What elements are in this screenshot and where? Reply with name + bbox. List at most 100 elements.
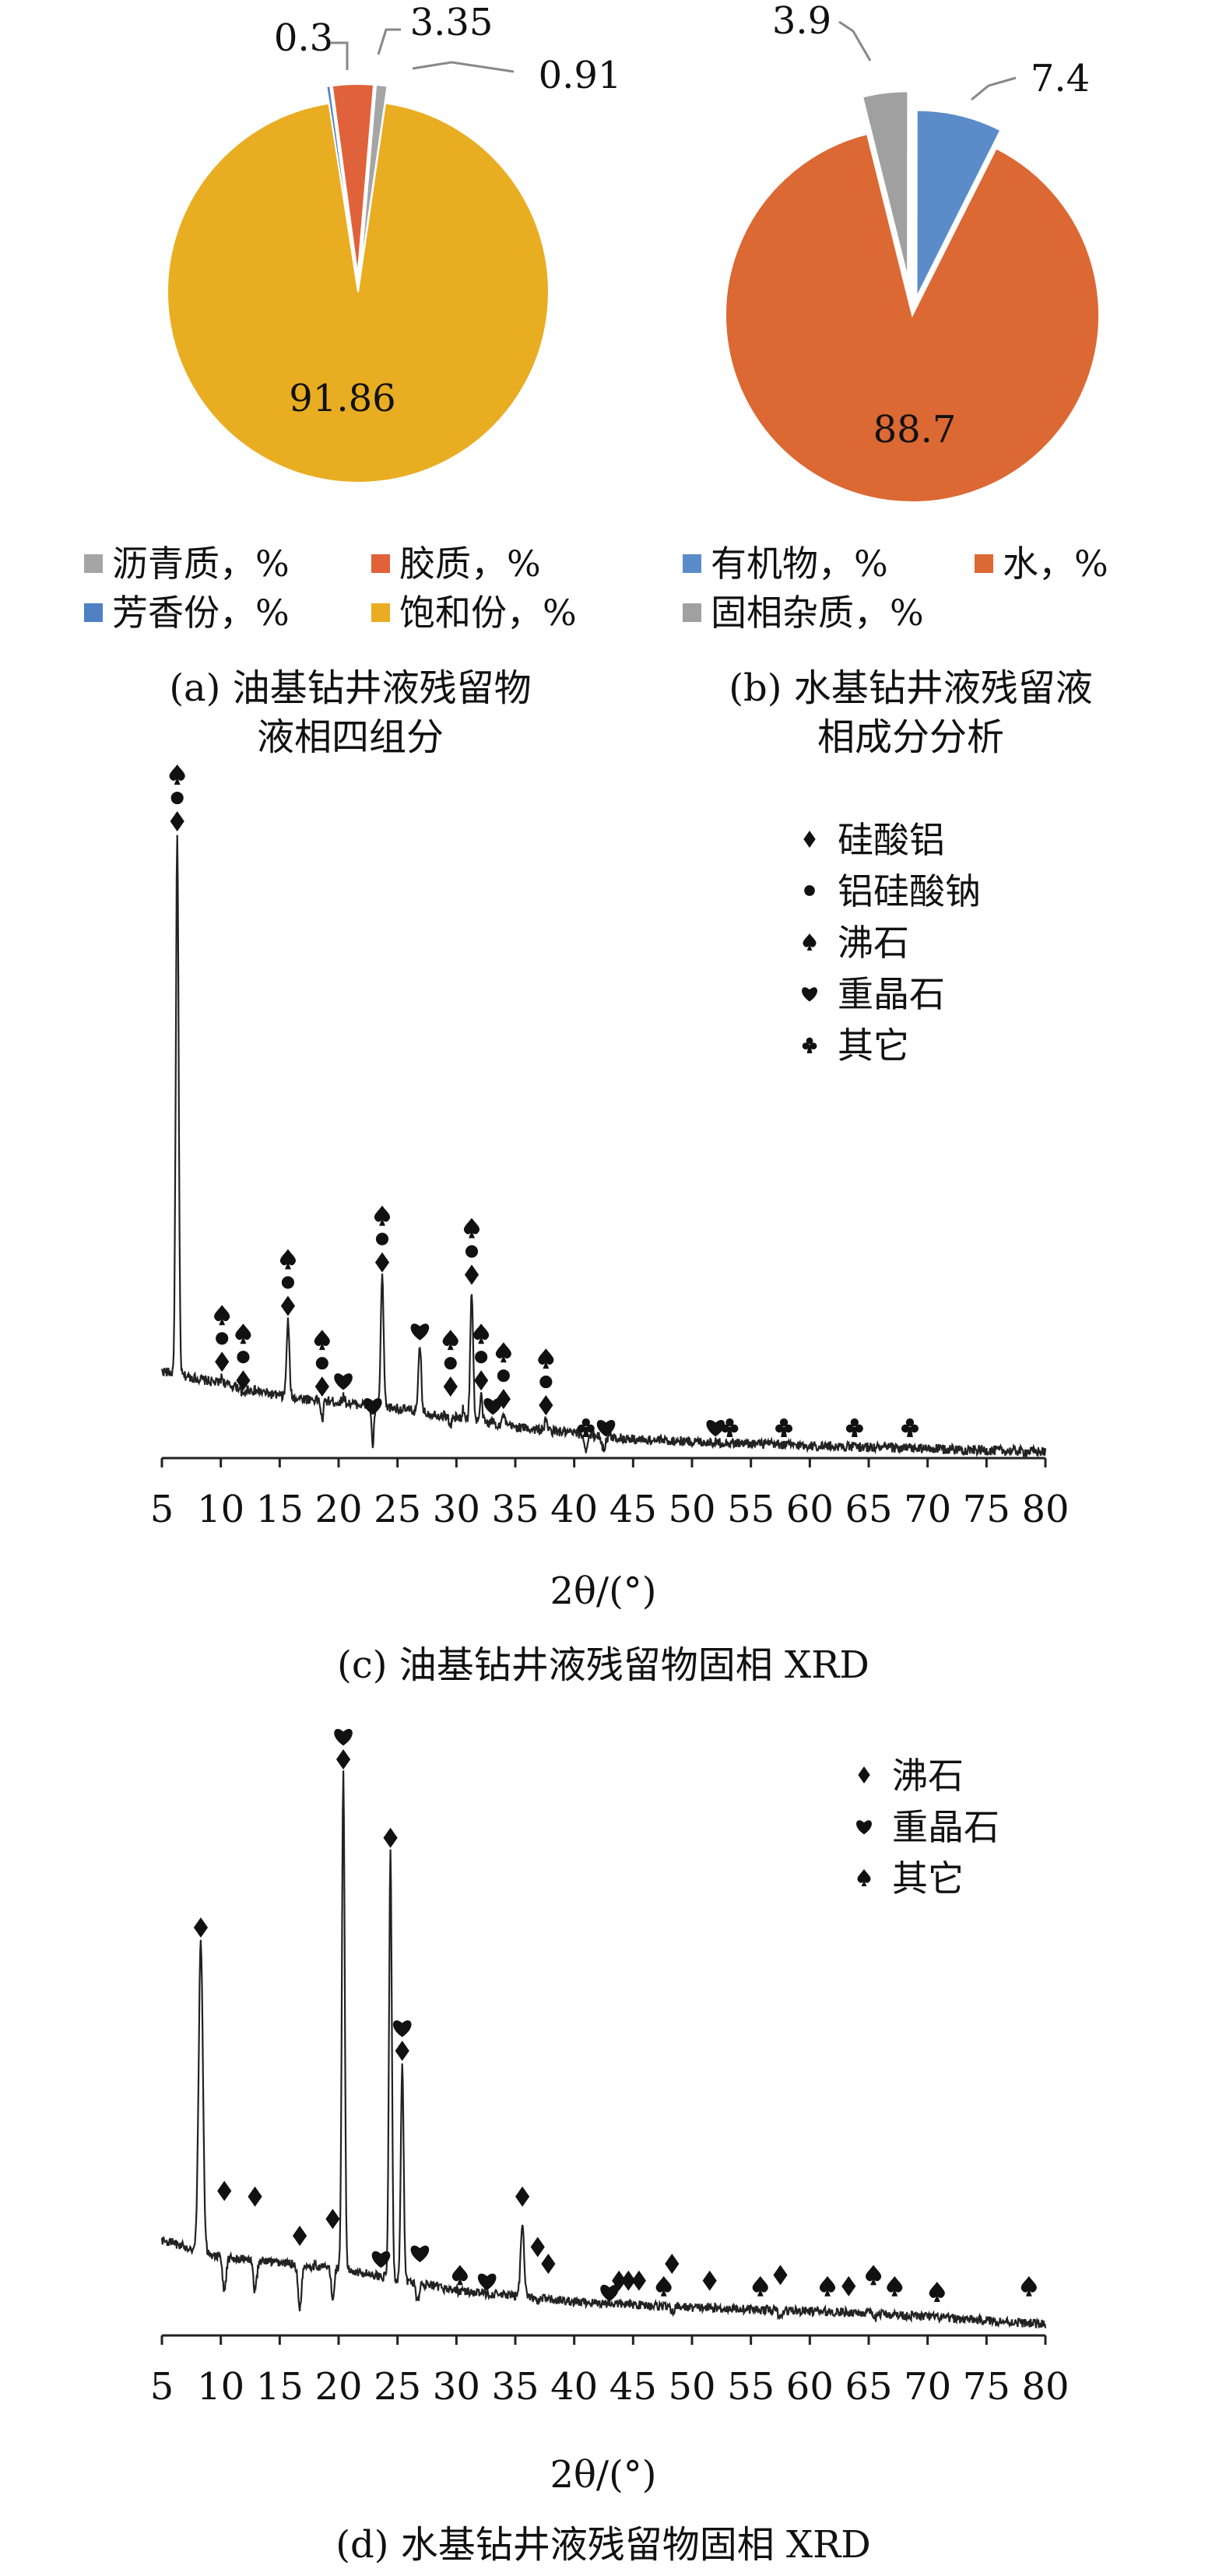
pie-leader-line [971, 76, 1017, 101]
club-marker [577, 1418, 595, 1438]
x-tick-label: 15 [256, 2365, 304, 2409]
club-marker-stem [726, 1427, 733, 1438]
club-marker-stem [907, 1427, 913, 1438]
pie-b-label-water: 88.7 [873, 408, 957, 452]
pie-leader-line [412, 61, 515, 73]
x-tick-label: 10 [197, 2365, 244, 2409]
xrd-c-pattern-line [160, 835, 1047, 1460]
caption-c: (c) 油基钻井液残留物固相 XRD [337, 1643, 869, 1687]
spade-marker [169, 764, 185, 785]
diamond-marker [374, 1252, 390, 1273]
xrd-chart-c: 5 10 15 20 25 30 35 40 45 50 55 60 65 70 75 80 硅酸铝铝硅酸钠沸… [150, 764, 1070, 1687]
x-tick-label: 60 [786, 2365, 834, 2409]
pie-a-label-asphaltene: 0.91 [539, 54, 622, 97]
pie-chart-a: 91.86 0.3 3.35 0.91 沥青质，% 胶质，% 芳香份，% 饱和份… [84, 1, 621, 759]
club-marker-lobe [721, 1424, 729, 1433]
spade-marker [819, 2276, 836, 2297]
x-tick-label: 80 [1021, 2365, 1069, 2409]
club-marker-lobe [775, 1424, 784, 1433]
xrd-c-x-axis: 5 10 15 20 25 30 35 40 45 50 55 60 65 70 75 80 [150, 1457, 1070, 1531]
x-tick-label: 30 [433, 2365, 480, 2409]
club-marker-stem [582, 1427, 589, 1438]
pie-slice-solid_impurity [861, 90, 909, 279]
spade-marker [865, 2265, 882, 2286]
diamond-marker [395, 2040, 409, 2061]
legend-label-spade: 沸石 [838, 922, 909, 964]
circle-marker [539, 1376, 553, 1389]
diamond-marker [515, 2186, 530, 2207]
x-tick-label: 45 [609, 2365, 657, 2409]
diamond-marker [443, 1376, 458, 1397]
legend-label-organic: 有机物，% [711, 543, 888, 585]
legend-label-resin: 胶质，% [399, 543, 541, 585]
legend-swatch-resin [371, 554, 390, 573]
xrd-d-xlabel: 2θ/(°) [550, 2453, 656, 2497]
x-tick-label: 50 [668, 1488, 715, 1531]
legend-swatch-water [975, 554, 993, 573]
x-tick-label: 65 [845, 1488, 892, 1531]
spade-marker [314, 1330, 330, 1351]
diamond-marker [335, 1749, 351, 1769]
circle-marker [170, 791, 184, 805]
diamond-marker [236, 1370, 251, 1391]
spade-marker [442, 1330, 458, 1351]
club-marker-lobe [784, 1424, 793, 1433]
diamond-marker [280, 1295, 296, 1316]
diamond-marker [539, 1395, 553, 1416]
circle-marker [237, 1351, 250, 1364]
diamond-marker [217, 2181, 232, 2202]
x-tick-label: 60 [786, 1488, 834, 1531]
spade-marker [655, 2276, 672, 2297]
caption-a-line2: 液相四组分 [257, 715, 444, 759]
x-tick-label: 10 [197, 1488, 244, 1531]
x-tick-label: 5 [150, 2365, 174, 2409]
xrd-chart-d: 5 10 15 20 25 30 35 40 45 50 55 60 65 70 75 80 沸石重晶石其它 … [150, 1728, 1070, 2567]
x-tick-label: 5 [150, 1488, 174, 1531]
club-marker-lobe [901, 1424, 910, 1433]
spade-marker [279, 1249, 296, 1270]
xrd-d-x-axis: 5 10 15 20 25 30 35 40 45 50 55 60 65 70 75 80 [150, 2334, 1070, 2409]
club-marker [802, 1037, 817, 1053]
x-tick-label: 80 [1021, 1488, 1069, 1531]
pie-a-label-aromatic: 0.3 [274, 16, 333, 60]
diamond-marker [474, 1370, 489, 1391]
caption-b-line2: 相成分分析 [817, 715, 1004, 759]
caption-d: (d) 水基钻井液残留物固相 XRD [335, 2523, 871, 2567]
diamond-marker [325, 2209, 340, 2230]
circle-marker [475, 1351, 488, 1364]
diamond-marker [215, 1351, 230, 1372]
spade-marker [495, 1342, 511, 1363]
legend-label-aromatic: 芳香份，% [112, 592, 290, 634]
legend-label-diamond: 沸石 [892, 1755, 964, 1797]
xrd-d-pattern-line [160, 1770, 1047, 2329]
x-tick-label: 25 [374, 1488, 421, 1531]
legend-label-circle: 铝硅酸钠 [838, 870, 981, 912]
diamond-marker [803, 831, 816, 848]
pie-a-label-resin: 3.35 [410, 1, 494, 44]
xrd-d-peak-markers [193, 1728, 1037, 2302]
x-tick-label: 65 [845, 2365, 892, 2409]
club-marker-lobe [910, 1424, 919, 1433]
pie-leader-line [331, 41, 349, 70]
legend-label-heart: 重晶石 [892, 1806, 999, 1848]
circle-marker [216, 1332, 229, 1345]
x-tick-label: 50 [668, 2365, 715, 2409]
pie-b-label-solid: 3.9 [772, 0, 831, 43]
pie-slice-resin [331, 83, 375, 276]
pie-slice-saturate [167, 102, 550, 483]
club-marker-lobe [855, 1424, 863, 1433]
diamond-marker [621, 2270, 636, 2291]
club-marker [721, 1418, 739, 1438]
diamond-marker [314, 1376, 329, 1397]
circle-marker [375, 1232, 389, 1246]
club-marker-lobe [850, 1418, 859, 1427]
pie-b-legend: 有机物，% 水，% 固相杂质，% [683, 543, 1108, 634]
diamond-marker [464, 1264, 480, 1285]
diamond-marker [383, 1827, 398, 1848]
club-marker-lobe [806, 1037, 813, 1045]
legend-label-saturate: 饱和份，% [399, 592, 577, 634]
circle-marker [465, 1245, 479, 1258]
spade-marker [451, 2265, 468, 2286]
x-tick-label: 70 [904, 1488, 951, 1531]
